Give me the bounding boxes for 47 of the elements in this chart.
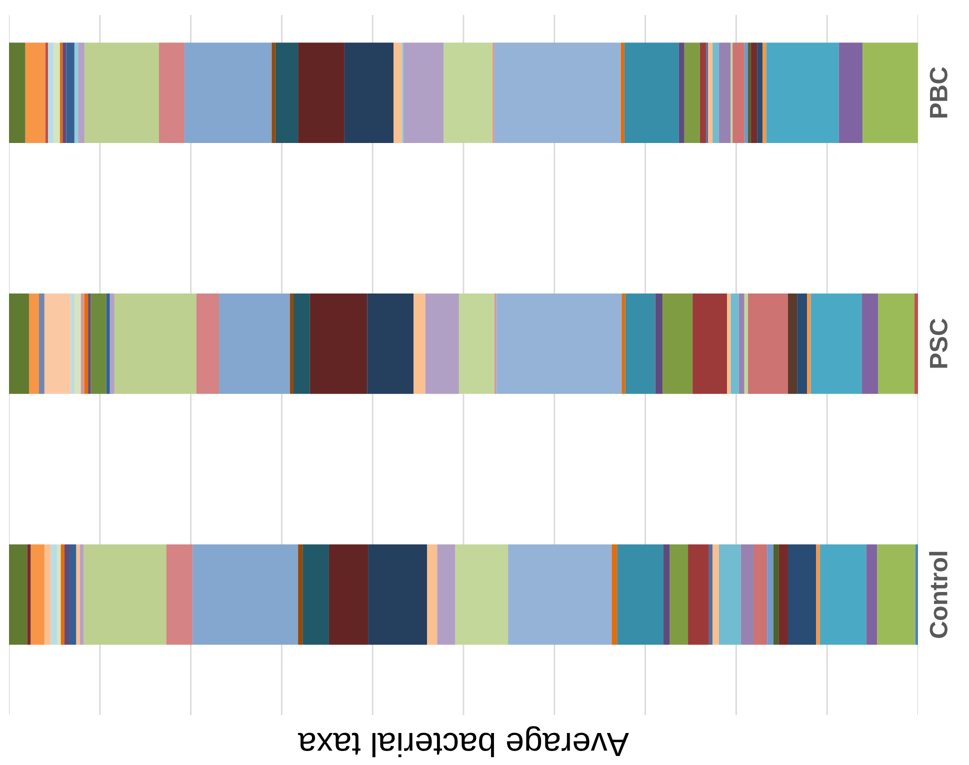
bar — [70, 293, 74, 394]
bar — [708, 42, 713, 143]
bar — [820, 544, 866, 645]
bar — [455, 544, 508, 645]
bar — [878, 293, 914, 394]
bar — [862, 42, 918, 143]
bar — [778, 544, 788, 645]
bar — [748, 42, 751, 143]
bar — [744, 293, 748, 394]
bar — [727, 293, 731, 394]
bar — [9, 42, 26, 143]
bar — [730, 293, 739, 394]
bar — [9, 293, 29, 394]
bar — [50, 544, 58, 645]
bar — [797, 293, 808, 394]
bar — [25, 42, 46, 143]
bar — [718, 42, 731, 143]
bar — [788, 293, 798, 394]
y-tick-label: PBC — [930, 67, 948, 118]
bar — [816, 544, 820, 645]
bar — [712, 42, 719, 143]
x-axis-title: Average bacterial taxa — [298, 726, 629, 758]
bar — [437, 544, 456, 645]
bar — [773, 544, 779, 645]
bar — [810, 293, 862, 394]
bar — [9, 544, 28, 645]
bar — [444, 42, 493, 143]
bar — [877, 544, 916, 645]
bar — [862, 293, 878, 394]
bar — [74, 293, 81, 394]
bar — [57, 544, 61, 645]
bar — [866, 544, 878, 645]
y-tick-label: PSC — [930, 318, 948, 368]
bar — [738, 293, 744, 394]
bar — [807, 293, 811, 394]
bar — [38, 293, 44, 394]
bar — [27, 544, 31, 645]
bar — [748, 293, 788, 394]
bar — [788, 544, 816, 645]
bar — [90, 293, 106, 394]
bar — [732, 42, 744, 143]
bar — [29, 293, 39, 394]
bar — [404, 42, 444, 143]
bar — [915, 544, 918, 645]
bar — [44, 293, 71, 394]
y-tick-label: Control — [929, 552, 948, 638]
bar — [744, 42, 748, 143]
